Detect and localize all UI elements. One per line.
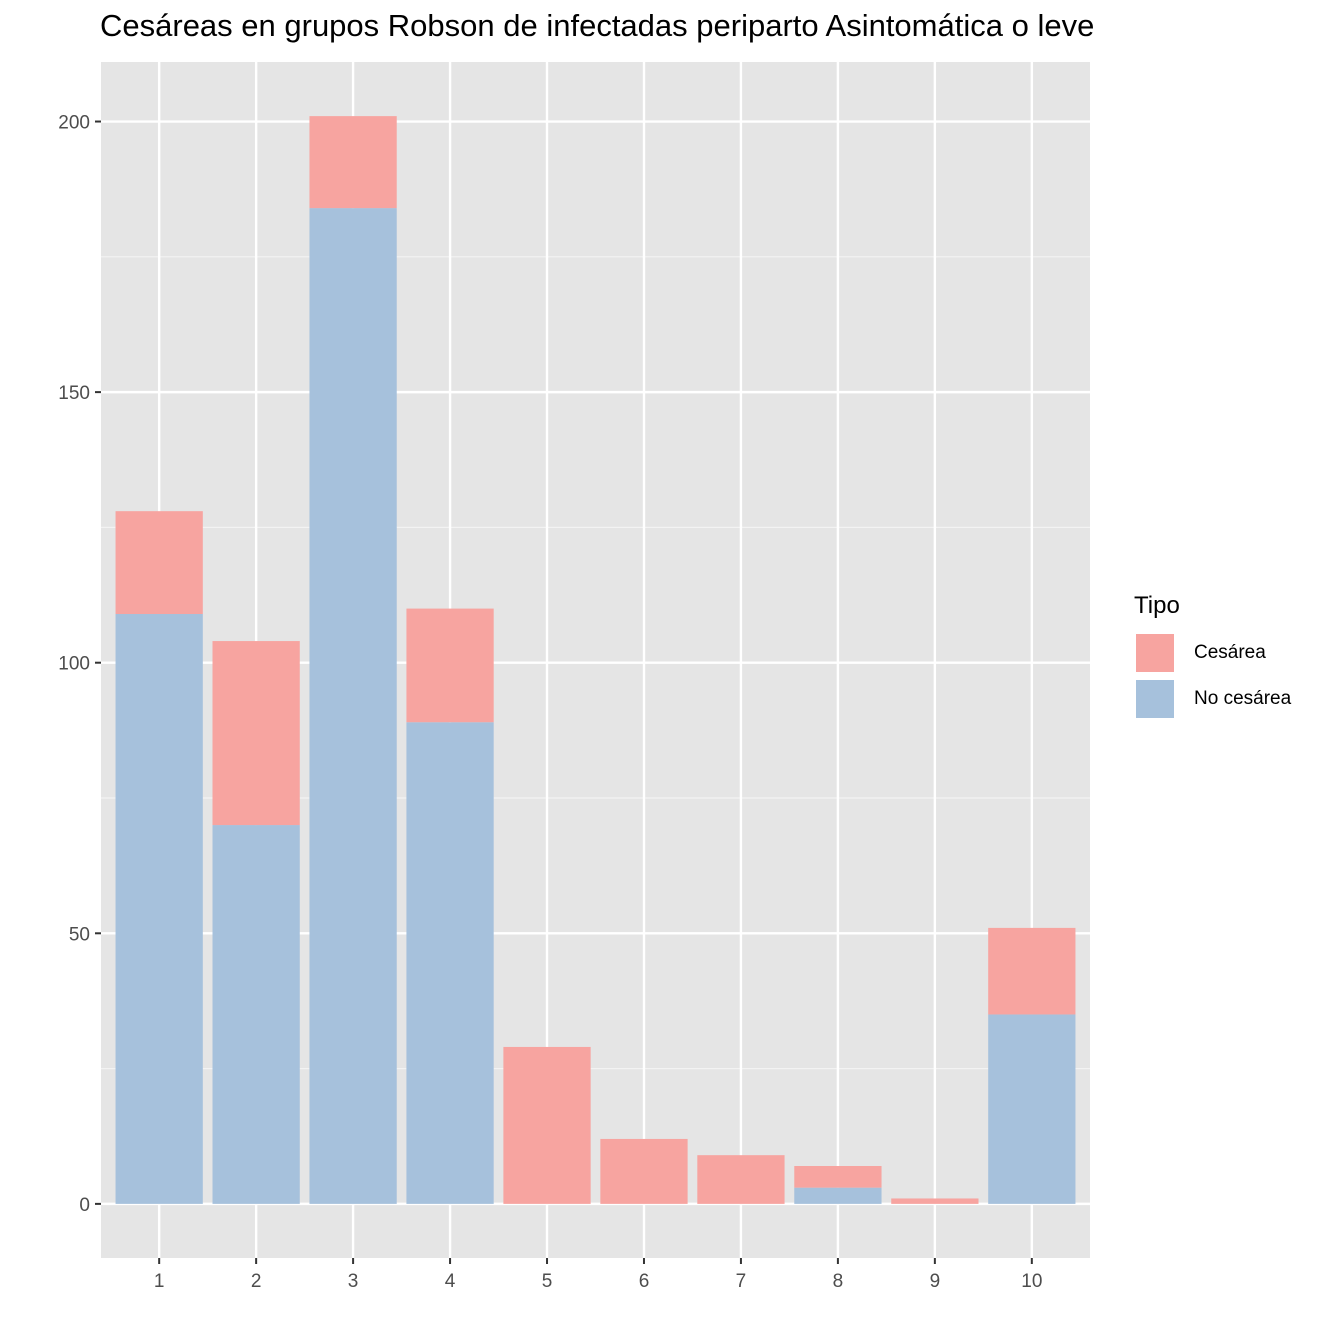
bar-cesarea <box>503 1046 591 1204</box>
bars <box>115 116 1076 1204</box>
legend-label-no-cesarea: No cesárea <box>1194 688 1292 709</box>
bar-cesarea <box>697 1155 785 1204</box>
y-tick-label: 150 <box>58 383 90 404</box>
bar-cesarea <box>988 927 1076 1015</box>
x-axis: 1 2 3 4 5 6 7 8 9 10 <box>154 1258 1042 1292</box>
bar-cesarea <box>115 511 203 614</box>
x-tick-label: 2 <box>251 1271 262 1292</box>
x-tick-label: 8 <box>833 1271 844 1292</box>
y-axis: 0 50 100 150 200 <box>58 113 101 1216</box>
y-tick-label: 200 <box>58 113 90 134</box>
legend-key-no-cesarea <box>1134 678 1176 720</box>
x-tick-label: 1 <box>154 1271 165 1292</box>
x-tick-label: 6 <box>639 1271 650 1292</box>
chart-title: Cesáreas en grupos Robson de infectadas … <box>100 8 1095 43</box>
x-tick-label: 9 <box>930 1271 941 1292</box>
x-tick-label: 10 <box>1021 1271 1042 1292</box>
bar-no-cesarea <box>212 825 300 1204</box>
bar-cesarea <box>309 116 397 209</box>
bar-no-cesarea <box>794 1187 882 1204</box>
legend-item-cesarea: Cesárea <box>1134 630 1291 676</box>
bar-cesarea <box>891 1198 979 1204</box>
y-tick-label: 50 <box>69 924 90 945</box>
x-tick-label: 4 <box>445 1271 456 1292</box>
x-tick-label: 3 <box>348 1271 359 1292</box>
legend-key-cesarea <box>1134 632 1176 674</box>
bar-no-cesarea <box>988 1014 1076 1204</box>
bar-cesarea <box>406 608 494 723</box>
legend-item-no-cesarea: No cesárea <box>1134 676 1291 722</box>
bar-cesarea <box>212 641 300 826</box>
y-tick-label: 100 <box>58 654 90 675</box>
bar-no-cesarea <box>309 208 397 1204</box>
y-tick-label: 0 <box>79 1195 90 1216</box>
x-tick-label: 7 <box>736 1271 747 1292</box>
legend-label-cesarea: Cesárea <box>1194 642 1266 663</box>
legend-title: Tipo <box>1134 592 1180 619</box>
bar-no-cesarea <box>115 614 203 1204</box>
bar-no-cesarea <box>406 722 494 1204</box>
bar-cesarea <box>600 1138 688 1204</box>
legend: Tipo Cesárea No cesárea <box>1134 592 1291 722</box>
bar-cesarea <box>794 1166 882 1188</box>
x-tick-label: 5 <box>542 1271 553 1292</box>
